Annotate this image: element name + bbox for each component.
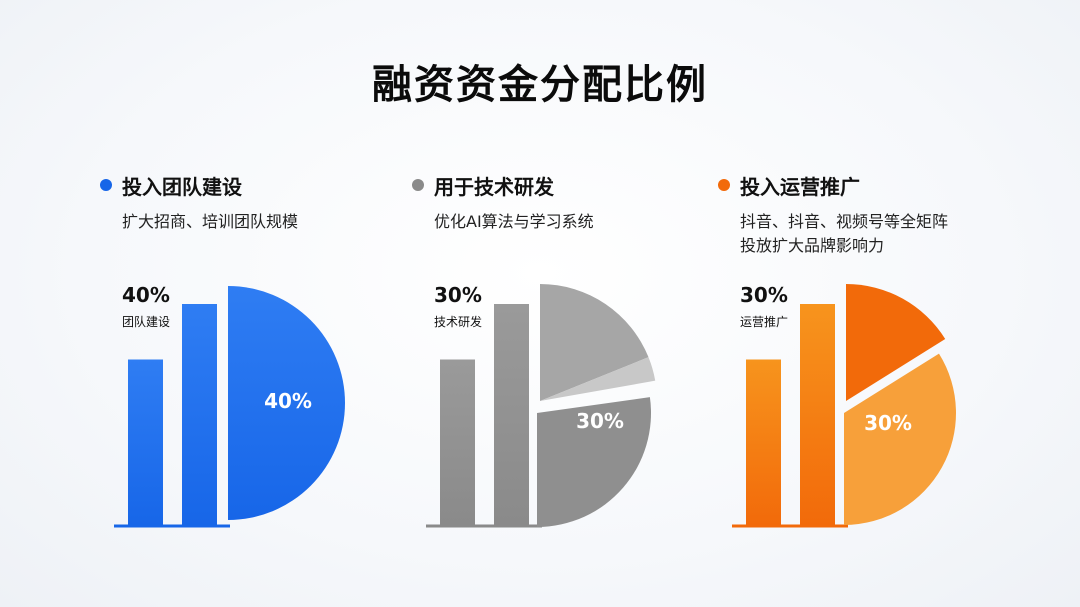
bar: [182, 304, 217, 526]
panel-header: 投入团队建设: [100, 170, 242, 200]
page-title: 融资资金分配比例: [372, 62, 708, 108]
pie-label: 30%: [864, 411, 912, 435]
pie-label: 30%: [576, 409, 624, 433]
stat-percent: 30%: [740, 283, 788, 307]
pie-slice: [537, 397, 652, 527]
panel-team-building: 投入团队建设 扩大招商、培训团队规模 40% 团队建设 40%: [100, 170, 400, 570]
pie-slice: [844, 353, 956, 525]
stat-label: 技术研发: [434, 315, 483, 329]
panel-description: 优化AI算法与学习系统: [434, 210, 704, 234]
bar: [746, 359, 781, 526]
bar: [440, 359, 475, 526]
stat-label: 运营推广: [740, 315, 789, 329]
stat-label: 团队建设: [122, 315, 171, 329]
pie-slice: [228, 286, 345, 520]
bar: [800, 304, 835, 526]
pie-slice: [540, 357, 656, 401]
panel-header: 投入运营推广: [718, 170, 860, 200]
description-line: 扩大招商、培训团队规模: [122, 212, 299, 231]
pie-label: 40%: [264, 389, 312, 413]
description-line: 优化AI算法与学习系统: [434, 212, 594, 231]
bar: [494, 304, 529, 526]
panel-tech-rd: 用于技术研发 优化AI算法与学习系统 30% 技术研发 30%: [412, 170, 712, 570]
combo-chart: 40%: [114, 286, 345, 528]
panel-title: 用于技术研发: [434, 174, 554, 199]
pie-slice: [540, 284, 649, 401]
bullet-dot-icon: [100, 179, 112, 191]
panel-description: 抖音、抖音、视频号等全矩阵 投放扩大品牌影响力: [740, 210, 1010, 258]
bullet-dot-icon: [412, 179, 424, 191]
panel-description: 扩大招商、培训团队规模: [122, 210, 392, 234]
pie-slice: [846, 284, 946, 401]
stat-percent: 30%: [434, 283, 482, 307]
bullet-dot-icon: [718, 179, 730, 191]
description-line: 投放扩大品牌影响力: [740, 236, 885, 255]
panel-title: 投入团队建设: [122, 174, 242, 199]
combo-chart: 30%: [426, 284, 656, 528]
bar: [128, 359, 163, 526]
combo-chart: 30%: [732, 284, 956, 528]
panel-operations-promo: 投入运营推广 抖音、抖音、视频号等全矩阵 投放扩大品牌影响力 30% 运营推广 …: [718, 170, 1018, 570]
stat-percent: 40%: [122, 283, 170, 307]
panel-title: 投入运营推广: [740, 174, 860, 199]
panel-header: 用于技术研发: [412, 170, 554, 200]
description-line: 抖音、抖音、视频号等全矩阵: [740, 212, 949, 231]
